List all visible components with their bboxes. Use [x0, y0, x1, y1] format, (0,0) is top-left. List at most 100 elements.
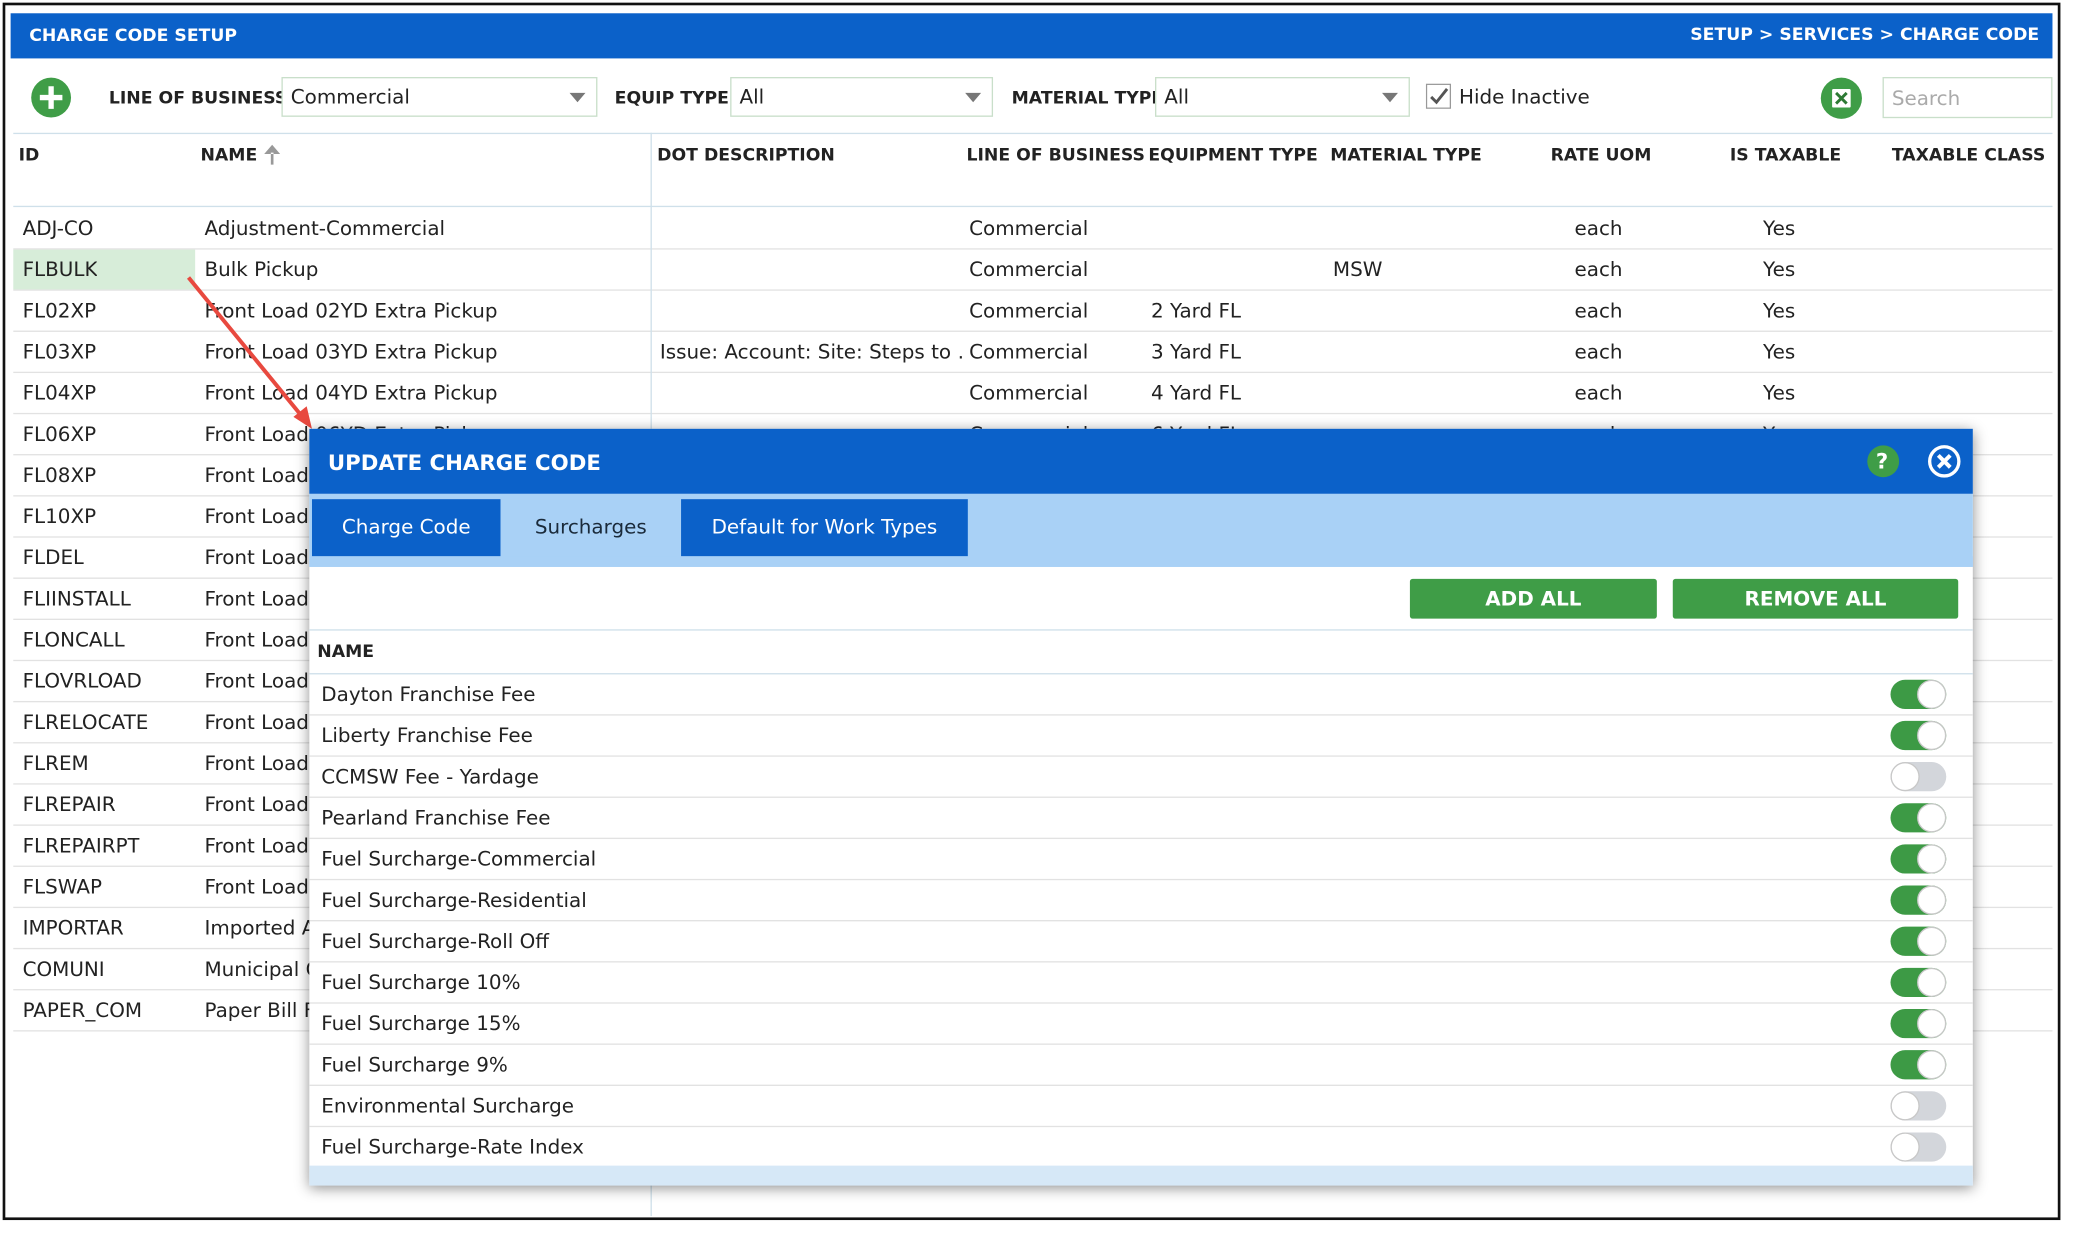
- table-cell: PAPER_COM: [22, 998, 143, 1023]
- toggle-knob: [1917, 844, 1947, 874]
- check-mark: [1430, 88, 1449, 105]
- modal: UPDATE CHARGE CODE ? Charge Code Surcharg…: [309, 428, 1973, 1186]
- table-cell: 4 Yard FL: [1151, 381, 1242, 405]
- table-cell: FL02XP: [22, 298, 97, 323]
- table-cell: FLIINSTALL: [22, 586, 131, 611]
- toggle[interactable]: [1890, 762, 1947, 792]
- tab-label: Default for Work Types: [711, 515, 938, 540]
- table-cell: Front Load: [204, 833, 309, 858]
- action-button[interactable]: REMOVE ALL SURCHARGES: [1672, 578, 1959, 651]
- toggle[interactable]: [1890, 926, 1947, 956]
- surcharge-row: Environmental Surcharge: [309, 1086, 1973, 1128]
- help-icon: ?: [1875, 448, 1889, 474]
- tab[interactable]: Surcharges: [504, 499, 678, 557]
- table-cell: Commercial: [969, 257, 1089, 282]
- tab-label: Surcharges: [534, 515, 647, 540]
- modal-footer: [309, 1165, 1973, 1186]
- column-header[interactable]: LINE OF BUSINESS: [966, 146, 1145, 166]
- toggle[interactable]: [1890, 1132, 1947, 1162]
- close-button[interactable]: [1928, 445, 1961, 478]
- action-button[interactable]: ADD ALL SURCHARGES: [1409, 578, 1657, 651]
- surcharge-name: Fuel Surcharge-Rate Index: [321, 1135, 584, 1159]
- column-header[interactable]: RATE UOM: [1550, 146, 1652, 166]
- filter-select[interactable]: All: [730, 77, 994, 117]
- breadcrumb[interactable]: SETUP > SERVICES > CHARGE CODE: [1690, 25, 2040, 46]
- tab-label: Charge Code: [341, 515, 471, 540]
- sort-indicator: [264, 144, 281, 165]
- column-header[interactable]: ID: [18, 146, 40, 166]
- divider: [309, 629, 1973, 631]
- table-cell: FLREM: [22, 751, 89, 776]
- toggle[interactable]: [1890, 720, 1947, 751]
- checkbox[interactable]: [1425, 83, 1452, 109]
- divider: [309, 673, 1973, 675]
- search-placeholder: Search: [1891, 86, 1961, 111]
- excel-export[interactable]: [1820, 77, 1862, 119]
- toggle[interactable]: [1890, 1008, 1947, 1039]
- table-cell: FL03XP: [22, 339, 97, 364]
- surcharge-name: Environmental Surcharge: [321, 1093, 575, 1118]
- strip: [309, 556, 1973, 567]
- table-cell: COMUNI: [22, 957, 105, 982]
- column-header[interactable]: EQUIPMENT TYPE: [1148, 146, 1318, 166]
- surcharge-row: Fuel Surcharge-Residential: [309, 880, 1973, 922]
- table-cell: each: [1574, 216, 1623, 241]
- toggle[interactable]: [1890, 1091, 1947, 1121]
- search-box[interactable]: Search: [1882, 77, 2053, 119]
- toggle[interactable]: [1890, 679, 1947, 709]
- table-cell: each: [1574, 339, 1623, 364]
- divider: [13, 132, 2053, 135]
- surcharge-row: Liberty Franchise Fee: [309, 716, 1973, 757]
- modal-header: UPDATE CHARGE CODE ?: [309, 428, 1973, 494]
- help-button[interactable]: [1867, 445, 1900, 478]
- filter-label: LINE OF BUSINESS: [108, 88, 288, 109]
- toggle-knob: [1917, 679, 1947, 709]
- surcharge-row: Dayton Franchise Fee: [309, 674, 1973, 716]
- table-cell: FLBULK: [22, 257, 98, 282]
- toggle[interactable]: [1890, 885, 1947, 915]
- column-header[interactable]: MATERIAL TYPE: [1330, 146, 1482, 166]
- surcharge-row: CCMSW Fee - Yardage: [309, 757, 1973, 798]
- table-row[interactable]: FLBULK Bulk Pickup Commercial MSW each Yes: [13, 249, 2053, 291]
- tab[interactable]: Default for Work Types: [681, 499, 968, 557]
- table-cell: Issue: Account: Site: Steps to …: [659, 339, 963, 364]
- filter-label: EQUIP TYPE: [614, 88, 729, 109]
- filter-select[interactable]: All: [1155, 77, 1410, 117]
- surcharge-row: Fuel Surcharge-Rate Index: [309, 1127, 1973, 1169]
- table-cell: FL06XP: [22, 422, 97, 447]
- table-cell: 2 Yard FL: [1151, 298, 1242, 323]
- surcharge-name: Fuel Surcharge-Commercial: [321, 847, 597, 871]
- table-cell: Front Load: [204, 710, 309, 735]
- checkbox-label[interactable]: Hide Inactive: [1459, 84, 1590, 109]
- table-cell: FLSWAP: [22, 874, 102, 899]
- surcharge-row: Fuel Surcharge 10%: [309, 963, 1973, 1004]
- surcharge-name: Fuel Surcharge-Residential: [321, 888, 587, 913]
- column-header[interactable]: IS TAXABLE: [1729, 146, 1842, 166]
- filter-select[interactable]: Commercial: [281, 77, 598, 117]
- toggle-knob: [1890, 1132, 1920, 1162]
- table-cell: FL08XP: [22, 463, 97, 488]
- page-header: CHARGE CODE SETUP SETUP > SERVICES > CHA…: [10, 13, 2053, 59]
- toggle-knob: [1917, 803, 1947, 833]
- toggle[interactable]: [1890, 1050, 1947, 1080]
- table-cell: FL04XP: [22, 381, 97, 405]
- column-header[interactable]: TAXABLE CLASS: [1891, 146, 2046, 166]
- table-cell: Yes: [1763, 339, 1796, 364]
- column-header[interactable]: NAME: [200, 146, 258, 166]
- table-cell: Commercial: [969, 298, 1089, 323]
- table-row[interactable]: FL02XP Front Load 02YD Extra Pickup Commer…: [13, 291, 2053, 332]
- toggle[interactable]: [1890, 844, 1947, 874]
- table-cell: each: [1574, 257, 1623, 282]
- toggle[interactable]: [1890, 803, 1947, 833]
- toggle-knob: [1890, 1091, 1920, 1121]
- table-row[interactable]: ADJ-CO Adjustment-Commercial Commercial eac…: [13, 208, 2053, 250]
- table-cell: each: [1574, 298, 1623, 323]
- column-header[interactable]: DOT DESCRIPTION: [657, 146, 835, 166]
- table-cell: Front Load: [204, 504, 309, 529]
- tab[interactable]: Charge Code: [311, 499, 501, 557]
- table-cell: Bulk Pickup: [204, 257, 319, 282]
- toggle[interactable]: [1890, 967, 1947, 998]
- add-button[interactable]: [31, 77, 72, 118]
- table-row[interactable]: FL03XP Front Load 03YD Extra Pickup Issue:…: [13, 332, 2053, 374]
